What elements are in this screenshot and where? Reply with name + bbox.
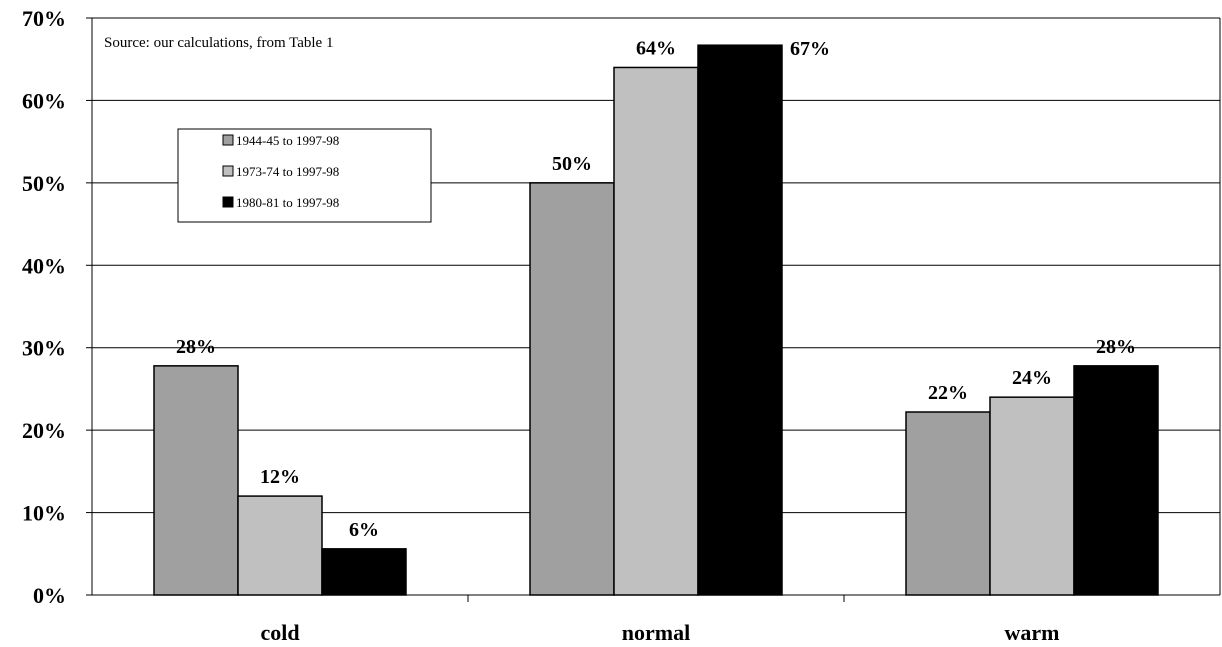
- data-label: 28%: [1096, 336, 1136, 358]
- legend-swatch: [222, 196, 234, 208]
- bar-normal-series-2: [613, 66, 699, 596]
- legend-swatch: [222, 134, 234, 146]
- y-tick-label: 70%: [22, 6, 66, 31]
- legend-box: [177, 128, 432, 223]
- legend: 1944-45 to 1997-98 1973-74 to 1997-98 1980…: [177, 128, 432, 223]
- bars: [153, 44, 1159, 596]
- bar-cold-series-3: [321, 548, 407, 596]
- y-tick-label: 20%: [22, 418, 66, 443]
- bar-normal-series-1: [529, 182, 615, 596]
- data-label: 50%: [552, 153, 592, 175]
- y-tick-label: 40%: [22, 253, 66, 278]
- source-note: Source: our calculations, from Table 1: [104, 35, 333, 51]
- y-tick-labels: 0% 10% 20% 30% 40% 50% 60% 70%: [22, 6, 66, 608]
- legend-swatch: [222, 165, 234, 177]
- data-label: 64%: [636, 37, 676, 59]
- data-labels: 28% 12% 6% 50% 64% 67% 22% 24% 28%: [176, 37, 1136, 540]
- y-tick-label: 50%: [22, 171, 66, 196]
- data-label: 24%: [1012, 367, 1052, 389]
- bar-warm-series-2: [989, 396, 1075, 596]
- bar-cold-series-2: [237, 495, 323, 596]
- data-label: 67%: [790, 38, 830, 60]
- legend-label: 1973-74 to 1997-98: [236, 164, 339, 179]
- category-label-warm: warm: [1005, 620, 1060, 645]
- bar-normal-series-3: [697, 44, 783, 596]
- bar-warm-series-3: [1073, 365, 1159, 596]
- data-label: 6%: [349, 519, 379, 541]
- data-label: 22%: [928, 382, 968, 404]
- y-tick-label: 30%: [22, 336, 66, 361]
- y-tick-label: 0%: [33, 583, 66, 608]
- y-tick-label: 60%: [22, 88, 66, 113]
- data-label: 12%: [260, 466, 300, 488]
- bar-warm-series-1: [905, 411, 991, 596]
- y-tick-label: 10%: [22, 501, 66, 526]
- data-label: 28%: [176, 336, 216, 358]
- bar-cold-series-1: [153, 365, 239, 596]
- category-label-cold: cold: [260, 620, 299, 645]
- legend-label: 1980-81 to 1997-98: [236, 195, 339, 210]
- category-labels: cold normal warm: [260, 620, 1059, 645]
- legend-label: 1944-45 to 1997-98: [236, 133, 339, 148]
- category-label-normal: normal: [622, 620, 690, 645]
